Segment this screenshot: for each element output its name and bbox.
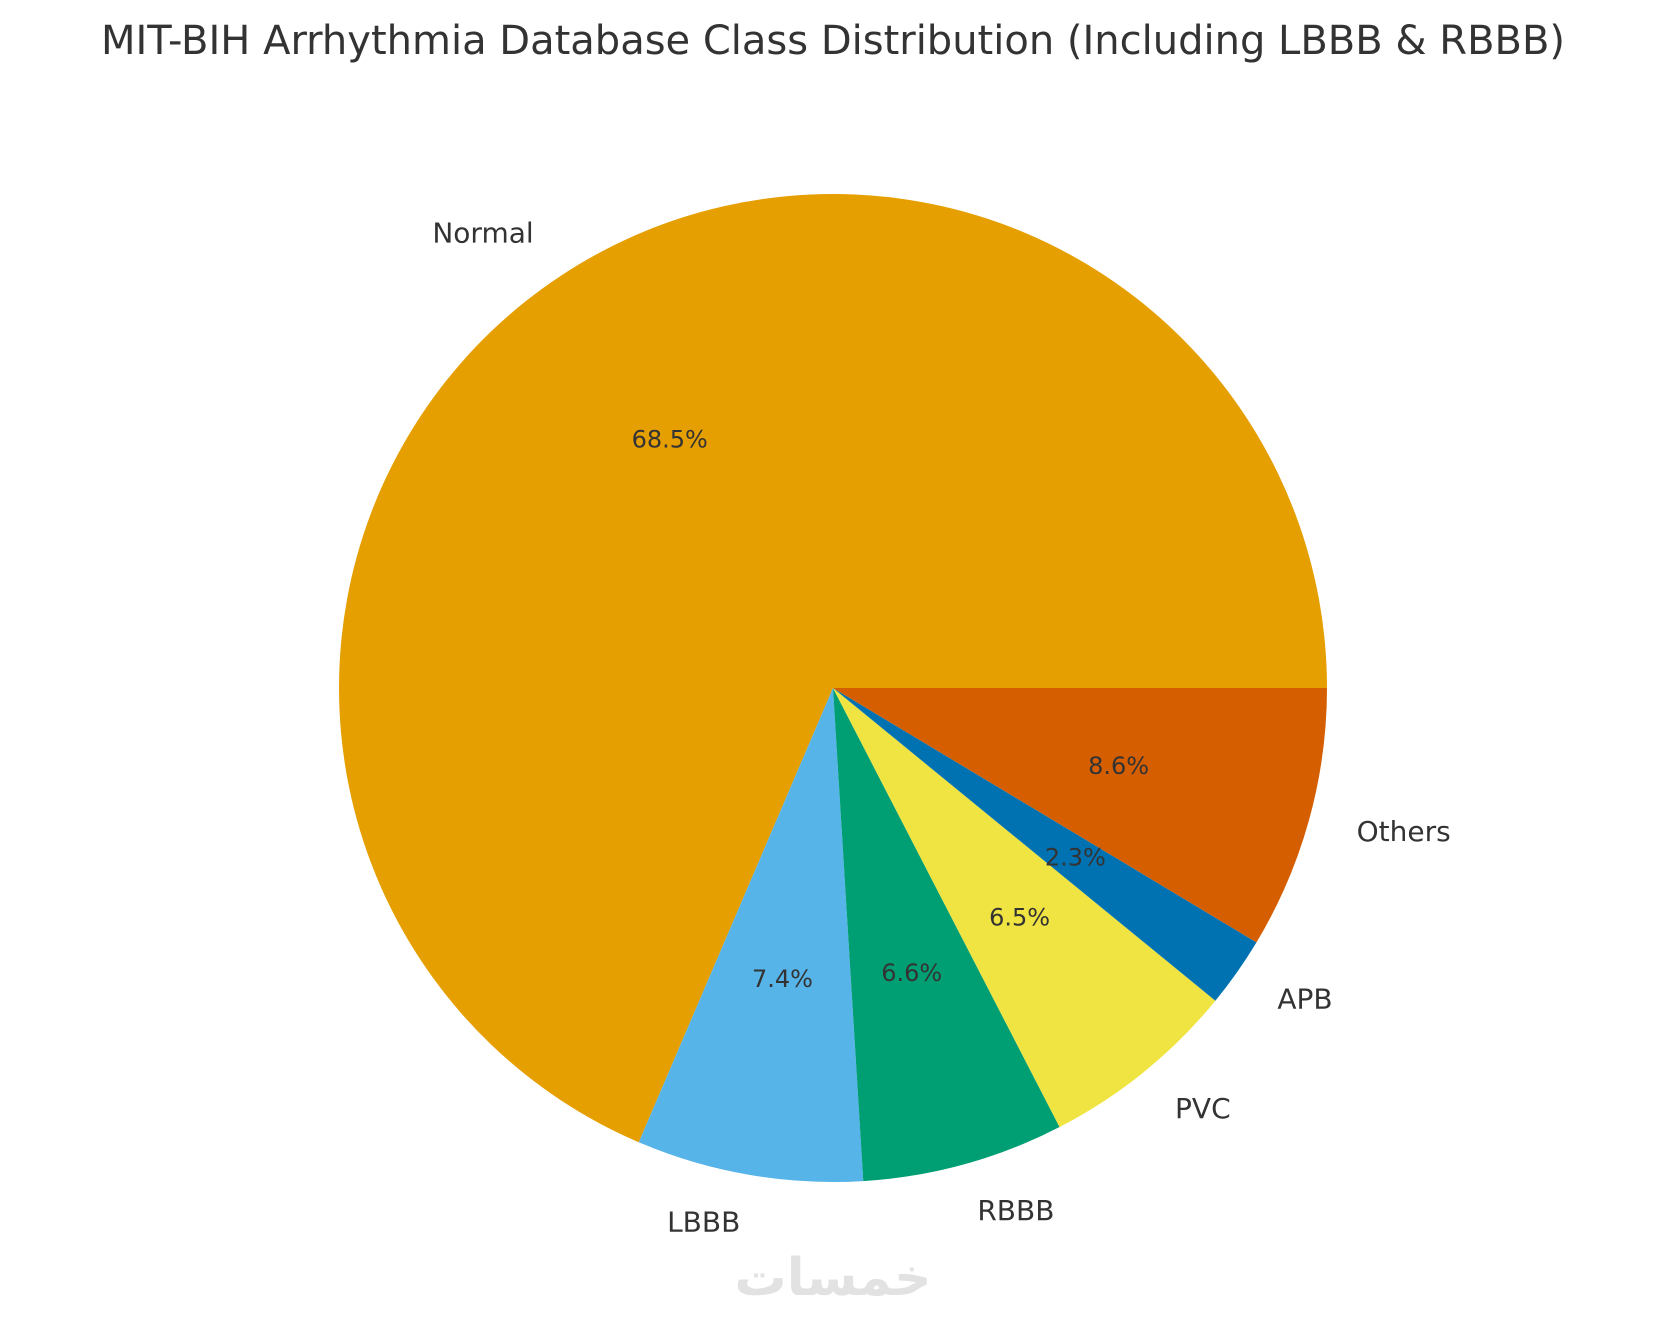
pie-labels: Normal 68.5% LBBB 7.4% RBBB 6.6% PVC 6.5% APB 2.3…: [432, 216, 1450, 1238]
pie-slice-rbbb: [833, 688, 1060, 1182]
slice-label-others: Others: [1357, 815, 1451, 848]
pie-slice-pvc: [833, 688, 1216, 1127]
pie-slice-lbbb: [638, 688, 864, 1182]
pct-label-pvc: 6.5%: [989, 903, 1050, 931]
pie-slices: [339, 194, 1327, 1182]
slice-label-lbbb: LBBB: [667, 1205, 740, 1238]
slice-label-normal: Normal: [432, 216, 533, 249]
pct-label-normal: 68.5%: [632, 426, 708, 454]
slice-label-pvc: PVC: [1175, 1092, 1231, 1125]
pie-slice-others: [833, 688, 1327, 943]
pct-label-apb: 2.3%: [1045, 844, 1106, 872]
pie-slice-normal: [339, 194, 1327, 1143]
pie-slice-apb: [833, 688, 1257, 1001]
pct-label-rbbb: 6.6%: [881, 959, 942, 987]
watermark: خمسات: [734, 1248, 931, 1308]
slice-label-rbbb: RBBB: [977, 1194, 1054, 1227]
chart-title: MIT-BIH Arrhythmia Database Class Distri…: [101, 18, 1565, 64]
pct-label-lbbb: 7.4%: [752, 965, 813, 993]
slice-label-apb: APB: [1277, 983, 1332, 1016]
pct-label-others: 8.6%: [1088, 752, 1149, 780]
